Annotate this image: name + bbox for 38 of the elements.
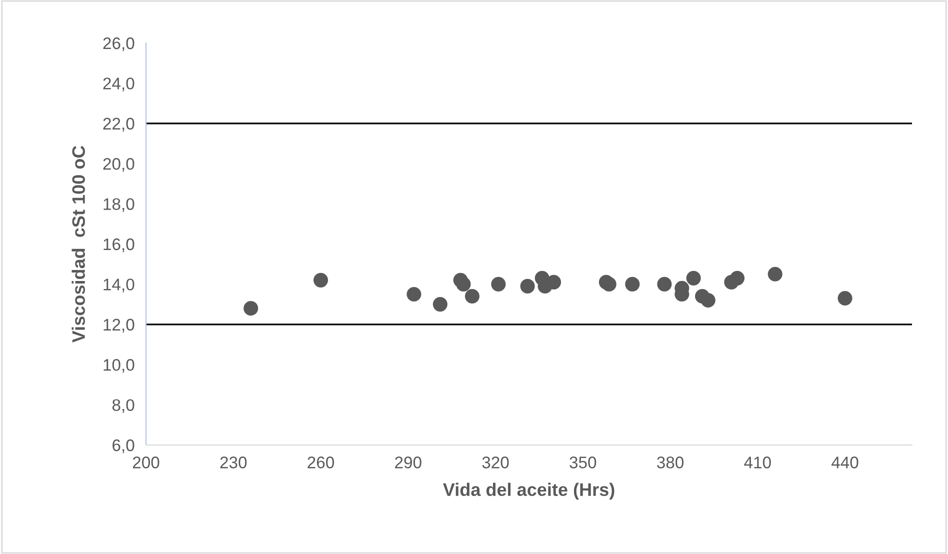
- point: [244, 301, 258, 316]
- y-tick-label: 22,0: [103, 118, 134, 132]
- y-tick-label: 6,0: [112, 439, 134, 454]
- y-tick-label: 24,0: [103, 78, 134, 92]
- point: [406, 286, 422, 302]
- y-axis-title: Viscosidad cSt 100 oC: [72, 146, 85, 343]
- y-tick-label: 8,0: [112, 399, 134, 413]
- x-tick-label: 410: [744, 456, 771, 468]
- y-tick-label: 10,0: [104, 359, 134, 373]
- x-tick-label: 320: [482, 456, 509, 468]
- x-tick-label: 440: [831, 456, 858, 468]
- point: [602, 276, 616, 292]
- y-tick-label: 26,0: [103, 37, 134, 52]
- x-tick-label: 230: [220, 456, 247, 468]
- point: [625, 276, 640, 292]
- y-tick-label: 20,0: [103, 158, 134, 172]
- point: [700, 292, 716, 308]
- point: [520, 278, 535, 294]
- x-tick-label: 200: [132, 456, 160, 468]
- point: [432, 297, 448, 312]
- y-tick-label: 16,0: [104, 238, 134, 252]
- point: [456, 276, 471, 292]
- point: [686, 270, 701, 286]
- x-tick-label: 350: [570, 456, 596, 468]
- y-tick-label: 12,0: [104, 318, 134, 333]
- y-tick-label: 18,0: [104, 198, 134, 212]
- point: [313, 272, 328, 288]
- point: [464, 288, 480, 304]
- point: [730, 270, 745, 286]
- x-tick-label: 380: [656, 456, 684, 468]
- x-axis-title: Vida del aceite (Hrs): [442, 482, 614, 500]
- point: [838, 290, 852, 306]
- y-tick-label: 14,0: [104, 278, 134, 292]
- x-tick-label: 290: [395, 456, 422, 468]
- point: [491, 276, 506, 292]
- point: [657, 276, 672, 292]
- point: [768, 266, 782, 282]
- x-tick-label: 260: [308, 456, 334, 468]
